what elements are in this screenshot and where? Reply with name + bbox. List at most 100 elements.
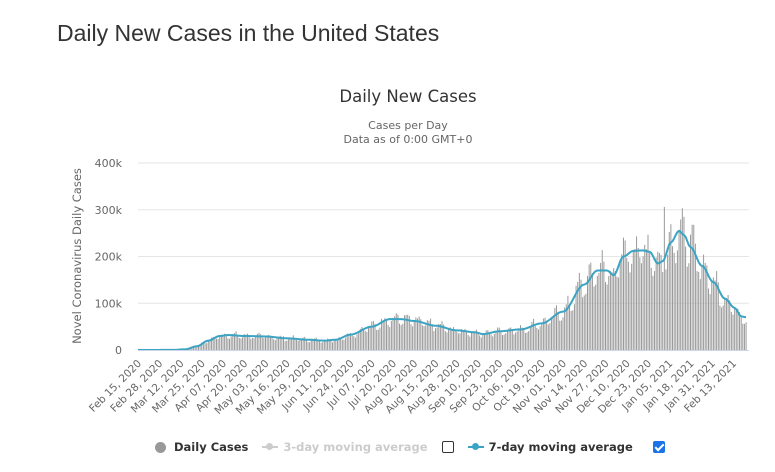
daily-cases-bar [667, 254, 669, 350]
legend-item-daily-cases[interactable]: Daily Cases [155, 440, 248, 454]
legend-item-7-day-average[interactable]: 7-day moving average [467, 440, 633, 454]
daily-cases-bar [287, 339, 289, 350]
daily-cases-bar [714, 280, 716, 350]
daily-cases-bar [658, 253, 660, 350]
daily-cases-bar [265, 336, 266, 350]
daily-cases-bar [367, 327, 369, 350]
daily-cases-bar [197, 345, 199, 350]
daily-cases-bar [541, 323, 543, 350]
daily-cases-bar [508, 328, 510, 350]
daily-cases-bar [649, 253, 651, 350]
daily-cases-bar [220, 334, 222, 350]
daily-cases-bar [547, 324, 549, 350]
daily-cases-bar [642, 256, 644, 350]
daily-cases-bar [497, 327, 499, 350]
daily-cases-bar [423, 326, 425, 350]
daily-cases-bar [498, 327, 500, 350]
daily-cases-bar [359, 328, 361, 350]
daily-cases-bar [224, 333, 226, 350]
daily-cases-bar [606, 284, 608, 350]
daily-cases-bar [317, 340, 319, 350]
daily-cases-bar [552, 316, 554, 350]
daily-cases-bar [629, 272, 631, 350]
daily-cases-bar [384, 318, 386, 350]
daily-cases-bar [647, 234, 649, 350]
daily-cases-bar [292, 335, 294, 350]
daily-cases-bar [745, 322, 747, 350]
daily-cases-bar [282, 336, 284, 350]
daily-cases-bar [449, 327, 451, 350]
daily-cases-bar [742, 323, 744, 350]
daily-cases-bar [477, 333, 479, 350]
daily-cases-bar [261, 337, 263, 350]
daily-cases-bar [328, 339, 330, 350]
daily-cases-bar [253, 338, 255, 350]
chart-title: Daily New Cases [339, 87, 476, 106]
daily-cases-bar [716, 271, 718, 350]
daily-cases-bar [706, 265, 708, 350]
daily-cases-bar [464, 329, 466, 350]
legend-item-3-day-average[interactable]: 3-day moving average [262, 440, 428, 454]
daily-cases-bar [289, 337, 291, 350]
daily-cases-bar [660, 254, 662, 350]
daily-cases-bar [575, 285, 577, 350]
daily-cases-bar [691, 224, 693, 350]
daily-cases-bar [209, 340, 211, 350]
daily-cases-bar [526, 332, 528, 350]
daily-cases-bar [729, 300, 731, 350]
chart-subtitle-line-1: Cases per Day [368, 119, 448, 132]
daily-cases-bar [353, 336, 355, 350]
daily-cases-bar [271, 336, 273, 350]
daily-cases-bar [557, 311, 559, 350]
daily-cases-bar [438, 324, 440, 350]
checkbox-7-day-average[interactable] [652, 441, 665, 453]
daily-cases-bar [709, 294, 711, 350]
daily-cases-bar [495, 330, 497, 350]
daily-cases-bar [596, 275, 598, 350]
daily-cases-bar [502, 335, 504, 350]
daily-cases-bar [407, 314, 409, 350]
daily-cases-bar [433, 331, 435, 350]
daily-cases-bar [413, 320, 415, 350]
daily-cases-bar [310, 340, 312, 350]
daily-cases-bar [211, 337, 213, 350]
daily-cases-bar [640, 263, 642, 350]
daily-cases-bar [410, 324, 412, 350]
daily-cases-bar [707, 288, 709, 350]
daily-cases-bar [371, 321, 373, 350]
checkbox-3-day-average[interactable] [441, 441, 454, 453]
daily-cases-bar [732, 314, 734, 350]
daily-cases-bar [381, 318, 383, 350]
daily-cases-bar [686, 266, 688, 350]
daily-cases-bar [523, 328, 525, 350]
daily-cases-bar [309, 342, 311, 350]
daily-cases-bar [511, 330, 513, 350]
daily-cases-bar [233, 333, 235, 350]
daily-cases-bar [418, 316, 420, 350]
daily-cases-bar [487, 330, 489, 350]
daily-cases-bar [676, 250, 678, 350]
daily-cases-bar [645, 249, 647, 350]
daily-cases-bar [426, 320, 428, 350]
daily-cases-bar [637, 247, 639, 350]
daily-cases-bar [451, 329, 453, 350]
daily-cases-bar [415, 317, 417, 350]
daily-cases-bar [448, 329, 450, 350]
daily-cases-bar [737, 308, 739, 350]
daily-cases-bar [665, 269, 667, 350]
daily-cases-bar [421, 325, 423, 350]
daily-cases-bar [325, 340, 327, 350]
daily-cases-bar [578, 272, 580, 350]
daily-cases-bar [467, 335, 469, 350]
daily-cases-bar [583, 295, 585, 350]
daily-cases-bar [719, 305, 721, 350]
y-tick-label: 100k [95, 297, 123, 310]
daily-cases-bar [199, 344, 201, 350]
daily-cases-bar [322, 342, 324, 350]
line-marker-icon [467, 442, 484, 452]
y-tick-label: 300k [95, 204, 123, 217]
daily-cases-bar [735, 310, 737, 350]
daily-cases-bar [595, 284, 597, 350]
daily-cases-bar [299, 340, 301, 350]
daily-cases-bar [475, 329, 477, 350]
